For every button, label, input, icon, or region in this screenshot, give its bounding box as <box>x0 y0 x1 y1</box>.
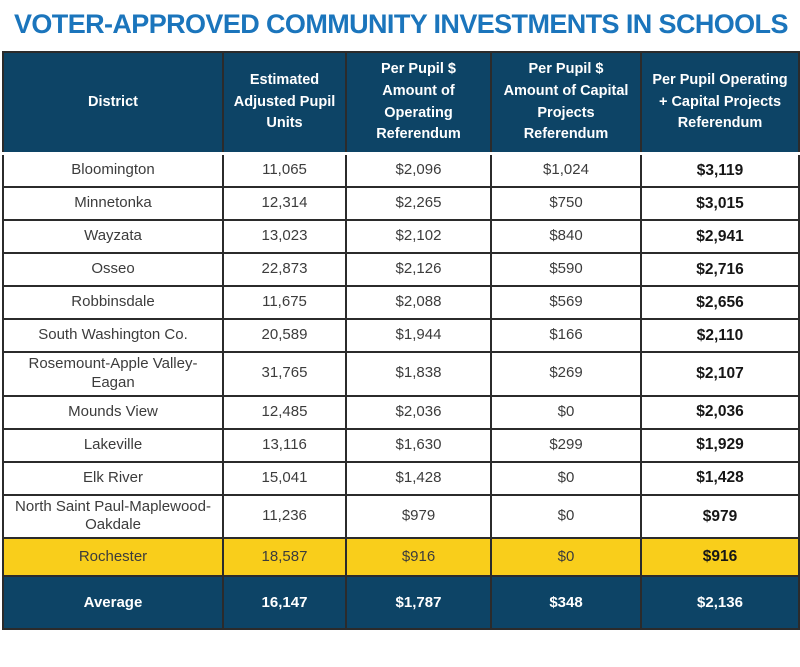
cell-operating: $2,036 <box>345 394 492 430</box>
cell-district: Rochester <box>2 537 224 578</box>
cell-pupil-units: 12,485 <box>222 394 347 430</box>
cell-total: $2,716 <box>640 252 800 288</box>
cell-operating: $1,838 <box>345 351 492 397</box>
column-header-5: Per Pupil Operating + Capital Projects R… <box>640 51 800 156</box>
header-row: District Estimated Adjusted Pupil Units Pe… <box>2 51 800 156</box>
cell-operating: $979 <box>345 493 492 540</box>
column-header-4: Per Pupil $ Amount of Capital Projects R… <box>490 51 642 156</box>
cell-district: Bloomington <box>2 152 224 189</box>
cell-pupil-units: 22,873 <box>222 252 347 288</box>
cell-district: Mounds View <box>2 394 224 430</box>
cell-operating: $2,096 <box>345 152 492 189</box>
cell-total: $916 <box>640 537 800 578</box>
cell-capital: $0 <box>490 537 642 578</box>
cell-capital: $590 <box>490 252 642 288</box>
cell-total: $3,015 <box>640 186 800 222</box>
cell-average-capital: $348 <box>490 575 642 631</box>
cell-total: $1,929 <box>640 427 800 463</box>
cell-pupil-units: 13,116 <box>222 427 347 463</box>
column-header-1: District <box>2 51 224 156</box>
table-row: Rosemount-Apple Valley-Eagan 31,765 $1,838… <box>2 351 800 397</box>
table-header: District Estimated Adjusted Pupil Units Pe… <box>2 51 800 156</box>
cell-district: North Saint Paul-Maplewood-Oakdale <box>2 493 224 540</box>
cell-capital: $269 <box>490 351 642 397</box>
cell-district: Wayzata <box>2 219 224 255</box>
cell-district: Lakeville <box>2 427 224 463</box>
cell-pupil-units: 18,587 <box>222 537 347 578</box>
cell-operating: $2,088 <box>345 285 492 321</box>
cell-pupil-units: 11,236 <box>222 493 347 540</box>
average-row: Average 16,147 $1,787 $348 $2,136 <box>2 575 800 631</box>
cell-pupil-units: 11,675 <box>222 285 347 321</box>
table-row: Rochester 18,587 $916 $0 $916 <box>2 537 800 578</box>
table-row: Minnetonka 12,314 $2,265 $750 $3,015 <box>2 186 800 222</box>
cell-district: Robbinsdale <box>2 285 224 321</box>
cell-pupil-units: 20,589 <box>222 318 347 354</box>
page: VOTER-APPROVED COMMUNITY INVESTMENTS IN … <box>2 9 800 631</box>
cell-total: $2,941 <box>640 219 800 255</box>
cell-capital: $299 <box>490 427 642 463</box>
cell-total: $2,107 <box>640 351 800 397</box>
cell-average-operating: $1,787 <box>345 575 492 631</box>
cell-operating: $2,265 <box>345 186 492 222</box>
cell-capital: $0 <box>490 460 642 496</box>
cell-total: $2,656 <box>640 285 800 321</box>
cell-pupil-units: 11,065 <box>222 152 347 189</box>
cell-capital: $840 <box>490 219 642 255</box>
cell-operating: $2,126 <box>345 252 492 288</box>
cell-operating: $916 <box>345 537 492 578</box>
cell-capital: $0 <box>490 493 642 540</box>
cell-operating: $1,944 <box>345 318 492 354</box>
cell-capital: $750 <box>490 186 642 222</box>
table-row: North Saint Paul-Maplewood-Oakdale 11,236… <box>2 493 800 540</box>
cell-pupil-units: 31,765 <box>222 351 347 397</box>
cell-pupil-units: 13,023 <box>222 219 347 255</box>
table-row: Wayzata 13,023 $2,102 $840 $2,941 <box>2 219 800 255</box>
table-row: Elk River 15,041 $1,428 $0 $1,428 <box>2 460 800 496</box>
table-row: South Washington Co. 20,589 $1,944 $166 $2,1… <box>2 318 800 354</box>
cell-operating: $2,102 <box>345 219 492 255</box>
cell-operating: $1,428 <box>345 460 492 496</box>
cell-district: South Washington Co. <box>2 318 224 354</box>
column-header-2: Estimated Adjusted Pupil Units <box>222 51 347 156</box>
page-title: VOTER-APPROVED COMMUNITY INVESTMENTS IN … <box>14 9 788 39</box>
cell-capital: $569 <box>490 285 642 321</box>
cell-operating: $1,630 <box>345 427 492 463</box>
cell-district: Rosemount-Apple Valley-Eagan <box>2 351 224 397</box>
cell-district: Minnetonka <box>2 186 224 222</box>
cell-capital: $1,024 <box>490 152 642 189</box>
table-row: Bloomington 11,065 $2,096 $1,024 $3,119 <box>2 152 800 189</box>
cell-district: Osseo <box>2 252 224 288</box>
cell-total: $979 <box>640 493 800 540</box>
cell-total: $2,110 <box>640 318 800 354</box>
cell-total: $2,036 <box>640 394 800 430</box>
cell-capital: $0 <box>490 394 642 430</box>
table-row: Osseo 22,873 $2,126 $590 $2,716 <box>2 252 800 288</box>
cell-total: $1,428 <box>640 460 800 496</box>
table-row: Mounds View 12,485 $2,036 $0 $2,036 <box>2 394 800 430</box>
table-footer: Average 16,147 $1,787 $348 $2,136 <box>2 575 800 631</box>
cell-average-label: Average <box>2 575 224 631</box>
cell-pupil-units: 15,041 <box>222 460 347 496</box>
table-row: Robbinsdale 11,675 $2,088 $569 $2,656 <box>2 285 800 321</box>
table-body: Bloomington 11,065 $2,096 $1,024 $3,119 Minne… <box>2 152 800 578</box>
cell-district: Elk River <box>2 460 224 496</box>
column-header-3: Per Pupil $ Amount of Operating Referend… <box>345 51 492 156</box>
cell-total: $3,119 <box>640 152 800 189</box>
cell-average-total: $2,136 <box>640 575 800 631</box>
cell-pupil-units: 12,314 <box>222 186 347 222</box>
investments-table: District Estimated Adjusted Pupil Units Pe… <box>2 51 800 631</box>
table-row: Lakeville 13,116 $1,630 $299 $1,929 <box>2 427 800 463</box>
cell-capital: $166 <box>490 318 642 354</box>
cell-average-pupil-units: 16,147 <box>222 575 347 631</box>
